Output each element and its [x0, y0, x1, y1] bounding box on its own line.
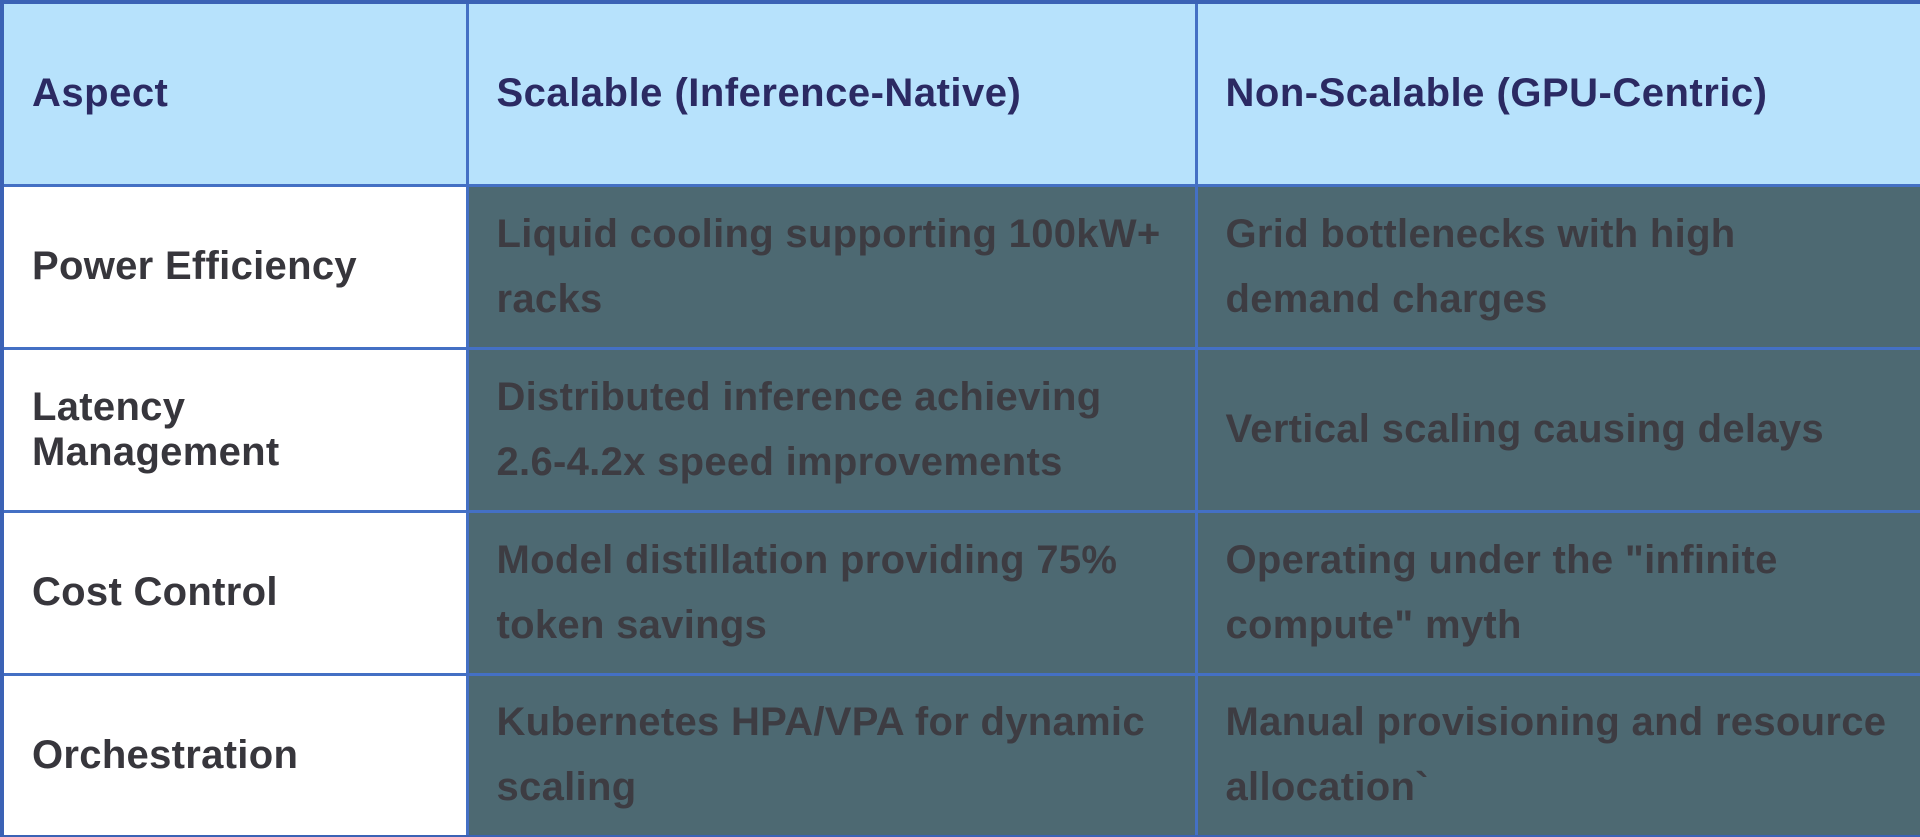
- table-row: Latency Management Distributed inference…: [0, 346, 1920, 513]
- cell-power-efficiency-scalable: Liquid cooling supporting 100kW+ racks: [465, 183, 1198, 350]
- column-header-aspect: Aspect: [0, 0, 469, 187]
- table-row: Cost Control Model distillation providin…: [0, 509, 1920, 676]
- cell-power-efficiency-non-scalable: Grid bottlenecks with high demand charge…: [1194, 183, 1920, 350]
- table-row: Orchestration Kubernetes HPA/VPA for dyn…: [0, 672, 1920, 837]
- cell-cost-control-scalable: Model distillation providing 75% token s…: [465, 509, 1198, 676]
- column-header-non-scalable: Non-Scalable (GPU-Centric): [1194, 0, 1920, 187]
- cell-orchestration-non-scalable: Manual provisioning and resource allocat…: [1194, 672, 1920, 837]
- table-row: Power Efficiency Liquid cooling supporti…: [0, 183, 1920, 350]
- aspect-power-efficiency: Power Efficiency: [0, 183, 469, 350]
- aspect-cost-control: Cost Control: [0, 509, 469, 676]
- column-header-scalable: Scalable (Inference-Native): [465, 0, 1198, 187]
- aspect-latency-management: Latency Management: [0, 346, 469, 513]
- cell-cost-control-non-scalable: Operating under the "infinite compute" m…: [1194, 509, 1920, 676]
- header-row: Aspect Scalable (Inference-Native) Non-S…: [0, 0, 1920, 187]
- cell-orchestration-scalable: Kubernetes HPA/VPA for dynamic scaling: [465, 672, 1198, 837]
- cell-latency-management-non-scalable: Vertical scaling causing delays: [1194, 346, 1920, 513]
- cell-latency-management-scalable: Distributed inference achieving 2.6-4.2x…: [465, 346, 1198, 513]
- aspect-orchestration: Orchestration: [0, 672, 469, 837]
